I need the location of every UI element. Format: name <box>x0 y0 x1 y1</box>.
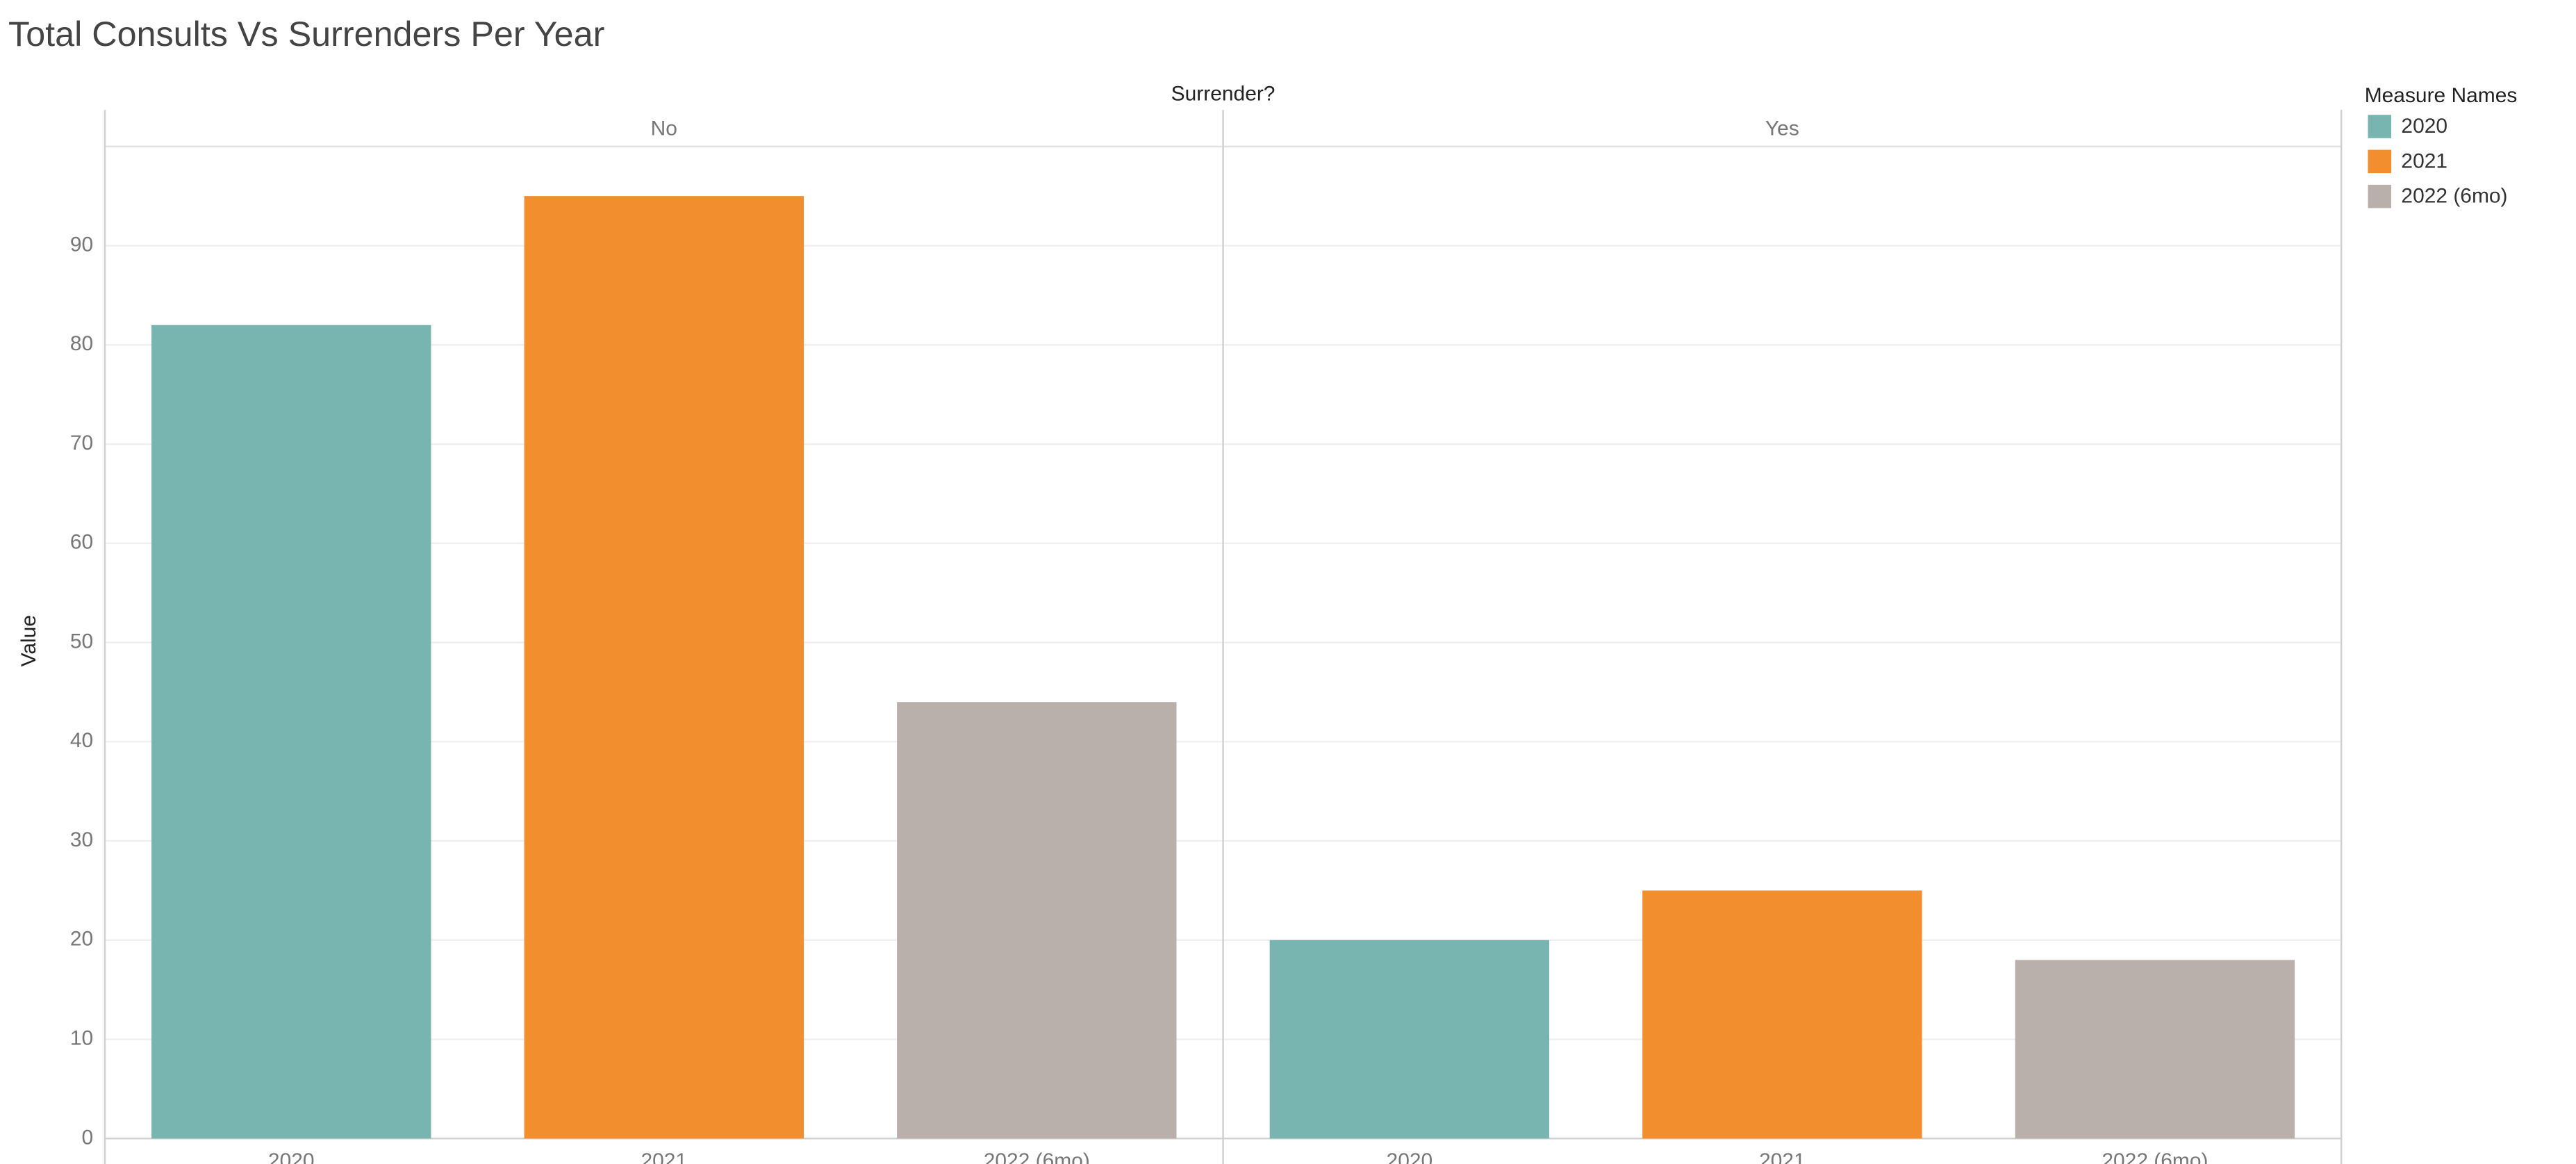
legend-swatch <box>2368 184 2392 208</box>
x-tick-label: 2021 <box>641 1149 687 1164</box>
x-tick-label: 2021 <box>1759 1149 1806 1164</box>
x-tick-label: 2022 (6mo) <box>2102 1149 2208 1164</box>
bar <box>1269 940 1550 1139</box>
legend-title: Measure Names <box>2365 84 2518 107</box>
x-tick-label: 2020 <box>268 1149 315 1164</box>
facet-title: Surrender? <box>1171 82 1275 105</box>
legend-swatch <box>2368 115 2392 138</box>
x-tick-label: 2020 <box>1387 1149 1433 1164</box>
bar <box>2015 960 2295 1139</box>
y-tick-label: 90 <box>70 233 93 256</box>
y-tick-label: 0 <box>82 1126 94 1149</box>
y-tick-label: 20 <box>70 928 93 951</box>
legend-label: 2020 <box>2401 115 2447 138</box>
bar <box>151 325 431 1139</box>
facet-label: No <box>651 117 677 140</box>
bar <box>524 196 804 1139</box>
x-tick-label: 2022 (6mo) <box>984 1149 1090 1164</box>
bar <box>1642 890 1922 1139</box>
chart-title: Total Consults Vs Surrenders Per Year <box>8 14 604 54</box>
y-tick-label: 30 <box>70 828 93 851</box>
legend-label: 2022 (6mo) <box>2401 185 2507 208</box>
bar <box>897 702 1177 1139</box>
y-tick-label: 40 <box>70 729 93 752</box>
facet-label: Yes <box>1765 117 1799 140</box>
y-tick-label: 50 <box>70 630 93 653</box>
y-tick-label: 10 <box>70 1027 93 1050</box>
legend-label: 2021 <box>2401 149 2447 172</box>
y-tick-label: 70 <box>70 432 93 454</box>
y-tick-label: 80 <box>70 332 93 355</box>
legend-swatch <box>2368 149 2392 174</box>
y-axis-label: Value <box>17 615 40 666</box>
y-tick-label: 60 <box>70 531 93 554</box>
